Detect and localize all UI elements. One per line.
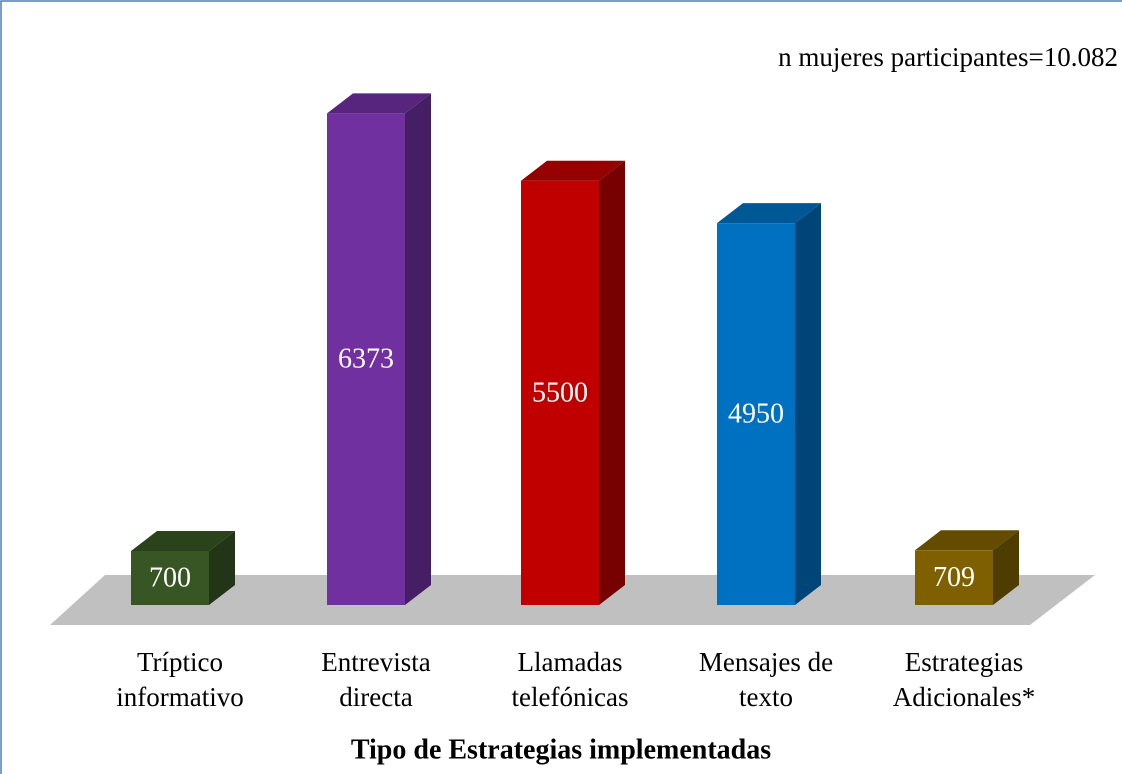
x-tick-label: texto <box>739 682 793 712</box>
bar <box>521 180 599 605</box>
bar-side <box>209 531 235 605</box>
x-tick-label: informativo <box>116 682 243 712</box>
x-tick-label: Mensajes de <box>699 647 833 677</box>
x-tick-label: directa <box>339 682 412 712</box>
data-label: 5500 <box>532 377 588 408</box>
annotation: n mujeres participantes=10.082 <box>778 42 1118 72</box>
bar-side <box>795 203 821 605</box>
data-label: 709 <box>933 562 975 593</box>
bar-top <box>521 160 625 181</box>
x-tick-label: Entrevista <box>321 647 430 677</box>
x-tick-label: Estrategias <box>905 647 1023 677</box>
bar-side <box>599 160 625 605</box>
x-tick-label: telefónicas <box>512 682 629 712</box>
bar <box>717 223 795 605</box>
bar-side <box>993 530 1019 605</box>
bar <box>327 113 405 606</box>
x-tick-label: Adicionales* <box>893 682 1035 712</box>
bar-top <box>915 530 1019 551</box>
bar-top <box>131 531 235 551</box>
x-axis-title: Tipo de Estrategias implementadas <box>351 734 771 765</box>
x-tick-label: Llamadas <box>518 647 623 677</box>
bar <box>915 550 993 605</box>
bar-top <box>327 93 431 114</box>
x-tick-label: Tríptico <box>137 647 223 677</box>
data-label: 700 <box>149 562 191 593</box>
data-label: 4950 <box>728 398 784 429</box>
bar <box>131 551 209 605</box>
bar-top <box>717 203 821 224</box>
bar-side <box>405 93 431 606</box>
data-label: 6373 <box>338 344 394 375</box>
